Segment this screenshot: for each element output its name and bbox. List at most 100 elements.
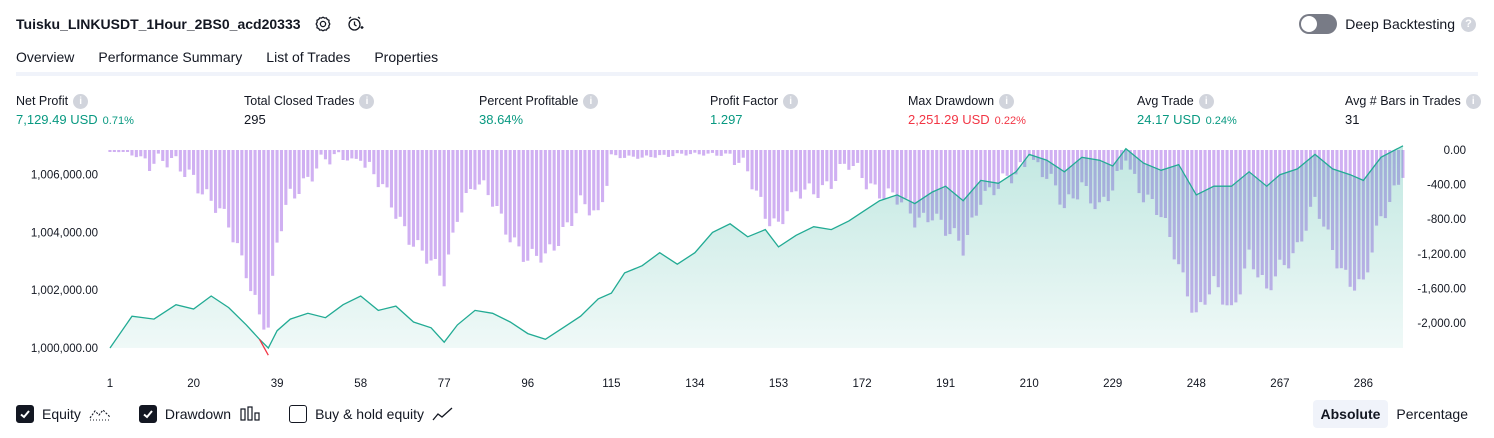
drawdown-bar	[456, 150, 459, 222]
drawdown-bar	[196, 150, 199, 193]
drawdown-bar	[144, 150, 147, 158]
drawdown-bar	[245, 150, 248, 278]
report-tabs: Overview Performance Summary List of Tra…	[16, 46, 462, 74]
tab-list-of-trades[interactable]: List of Trades	[266, 46, 350, 74]
drawdown-bar	[386, 150, 389, 187]
stat-net-profit: Net Profit i 7,129.49 USD 0.71%	[16, 92, 134, 127]
drawdown-bar	[284, 150, 287, 205]
drawdown-bar	[685, 150, 688, 156]
gear-icon[interactable]	[313, 14, 333, 34]
x-axis-tick: 1	[107, 378, 113, 390]
drawdown-bar	[355, 150, 358, 159]
deep-backtesting-label: Deep Backtesting	[1345, 16, 1455, 32]
stat-label: Profit Factor	[710, 94, 778, 108]
info-icon[interactable]: i	[783, 94, 798, 109]
drawdown-bar	[399, 150, 402, 217]
drawdown-bar	[311, 150, 314, 182]
stat-label: Max Drawdown	[908, 94, 994, 108]
drawdown-bar	[614, 150, 617, 155]
drawdown-bar	[544, 150, 547, 253]
drawdown-bar	[645, 150, 648, 156]
info-icon[interactable]: i	[583, 94, 598, 109]
stat-value: 2,251.29 USD	[908, 112, 990, 127]
drawdown-bar	[724, 150, 727, 154]
drawdown-bar	[654, 150, 657, 158]
deep-backtesting: Deep Backtesting ?	[1299, 13, 1476, 35]
tab-performance-summary[interactable]: Performance Summary	[98, 46, 242, 74]
right-axis-tick: -2,000.00	[1417, 318, 1466, 330]
drawdown-bar	[786, 150, 789, 211]
drawdown-bar	[711, 150, 714, 153]
drawdown-bar	[825, 150, 828, 181]
drawdown-bar	[465, 150, 468, 193]
equity-drawdown-chart[interactable]: 1,006,000.00 1,004,000.00 1,002,000.00 1,00…	[0, 140, 1494, 396]
percentage-button[interactable]: Percentage	[1388, 400, 1476, 428]
drawdown-bar	[170, 150, 173, 158]
info-icon[interactable]: i	[1466, 94, 1481, 109]
absolute-button[interactable]: Absolute	[1313, 400, 1389, 428]
drawdown-bar	[377, 150, 380, 187]
equity-label: Equity	[42, 406, 81, 422]
checkbox-checked[interactable]	[139, 405, 157, 423]
checkbox-checked[interactable]	[16, 405, 34, 423]
drawdown-bar	[856, 150, 859, 163]
drawdown-bar	[227, 150, 230, 228]
drawdown-bar	[460, 150, 463, 213]
drawdown-bar	[667, 150, 670, 157]
info-icon[interactable]: i	[359, 94, 374, 109]
tabs-divider	[16, 72, 1478, 76]
equity-checkbox[interactable]: Equity	[16, 405, 111, 423]
drawdown-bar	[161, 150, 164, 161]
drawdown-bar	[799, 150, 802, 199]
drawdown-bar	[852, 150, 855, 166]
drawdown-bar	[891, 150, 894, 192]
x-axis-tick: 134	[685, 378, 705, 390]
x-axis-tick: 229	[1103, 378, 1122, 390]
x-axis-tick: 58	[354, 378, 367, 390]
drawdown-bar	[882, 150, 885, 199]
drawdown-bar	[821, 150, 824, 185]
right-axis-tick: -400.00	[1427, 180, 1466, 192]
drawdown-bar	[900, 150, 903, 202]
drawdown-bar	[808, 150, 811, 183]
drawdown-bar	[751, 150, 754, 189]
drawdown-bar	[720, 150, 723, 156]
drawdown-bar	[904, 150, 907, 199]
drawdown-bar	[117, 150, 120, 152]
drawdown-bar	[403, 150, 406, 226]
help-icon[interactable]: ?	[1461, 17, 1476, 32]
drawdown-bar	[122, 150, 125, 152]
drawdown-bar	[887, 150, 890, 188]
tab-properties[interactable]: Properties	[374, 46, 438, 74]
left-axis-tick: 1,006,000.00	[31, 170, 98, 182]
drawdown-bar	[416, 150, 419, 240]
deep-backtesting-toggle[interactable]	[1299, 14, 1337, 34]
tab-overview[interactable]: Overview	[16, 46, 74, 74]
drawdown-bar	[183, 150, 186, 177]
x-axis-tick: 210	[1020, 378, 1039, 390]
checkbox-unchecked[interactable]	[289, 405, 307, 423]
drawdown-bar	[364, 150, 367, 168]
alarm-add-icon[interactable]	[345, 14, 365, 34]
drawdown-bar	[777, 150, 780, 222]
drawdown-bar	[130, 150, 133, 156]
drawdown-bar	[676, 150, 679, 153]
drawdown-bar	[671, 150, 674, 156]
buy-hold-checkbox[interactable]: Buy & hold equity	[289, 405, 454, 423]
drawdown-bar	[548, 150, 551, 244]
info-icon[interactable]: i	[999, 94, 1014, 109]
stat-avg-trade: Avg Trade i 24.17 USD 0.24%	[1137, 92, 1237, 127]
x-axis-tick: 267	[1270, 378, 1289, 390]
drawdown-bar	[764, 150, 767, 219]
stat-percent-profitable: Percent Profitable i 38.64%	[479, 92, 598, 127]
drawdown-checkbox[interactable]: Drawdown	[139, 405, 261, 423]
drawdown-bar	[443, 150, 446, 286]
stat-value: 38.64%	[479, 112, 523, 127]
drawdown-bar	[188, 150, 191, 170]
drawdown-label: Drawdown	[165, 406, 231, 422]
info-icon[interactable]: i	[1199, 94, 1214, 109]
drawdown-bar	[394, 150, 397, 219]
drawdown-bar	[834, 150, 837, 181]
info-icon[interactable]: i	[73, 94, 88, 109]
drawdown-bar	[517, 150, 520, 246]
